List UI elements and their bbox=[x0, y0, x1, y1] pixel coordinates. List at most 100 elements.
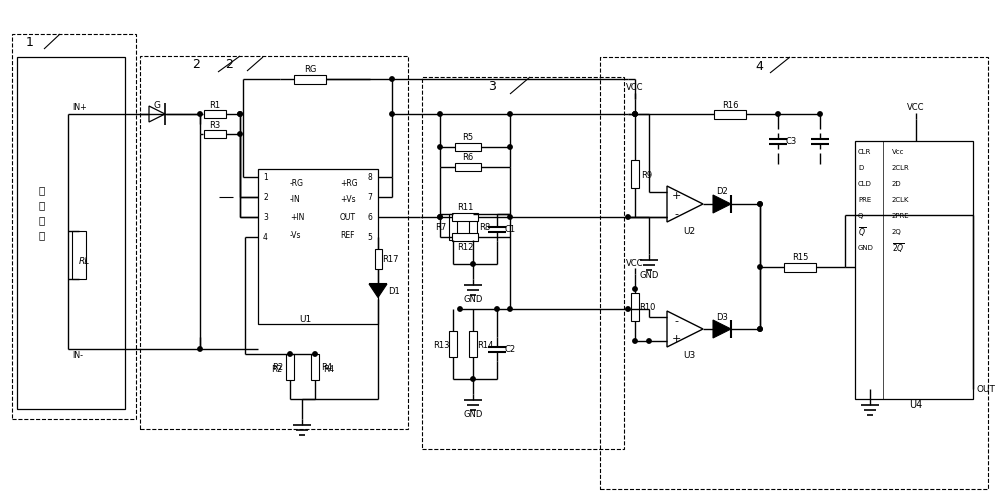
Text: 7: 7 bbox=[367, 193, 372, 202]
Text: CLD: CLD bbox=[858, 181, 872, 187]
Circle shape bbox=[758, 202, 762, 207]
Text: 2Q: 2Q bbox=[892, 228, 902, 234]
Text: +: + bbox=[671, 333, 681, 343]
Text: 感: 感 bbox=[39, 199, 45, 209]
Text: C3: C3 bbox=[785, 137, 797, 146]
Circle shape bbox=[508, 145, 512, 150]
Text: -: - bbox=[674, 208, 678, 218]
Text: IN-: IN- bbox=[72, 350, 83, 359]
Text: R9: R9 bbox=[641, 170, 653, 179]
Text: 路: 路 bbox=[39, 229, 45, 239]
Text: REF: REF bbox=[340, 231, 355, 240]
Text: D1: D1 bbox=[388, 287, 400, 296]
Polygon shape bbox=[713, 195, 731, 213]
Polygon shape bbox=[667, 187, 703, 222]
Text: R8: R8 bbox=[479, 223, 491, 232]
Text: $\overline{Q}$: $\overline{Q}$ bbox=[858, 225, 866, 238]
Circle shape bbox=[818, 113, 822, 117]
Bar bbox=[449, 331, 457, 357]
Text: 2: 2 bbox=[263, 193, 268, 202]
Bar bbox=[600, 58, 988, 489]
Circle shape bbox=[633, 113, 637, 117]
Bar bbox=[311, 354, 319, 380]
Bar bbox=[204, 111, 226, 119]
Bar bbox=[714, 110, 746, 119]
Circle shape bbox=[508, 113, 512, 117]
Bar bbox=[258, 170, 378, 324]
Text: D2: D2 bbox=[716, 187, 728, 196]
Text: GND: GND bbox=[463, 410, 483, 419]
Bar bbox=[422, 78, 624, 449]
Bar bbox=[375, 249, 382, 270]
Text: RG: RG bbox=[304, 65, 316, 74]
Circle shape bbox=[758, 327, 762, 332]
Bar bbox=[631, 294, 639, 321]
Bar bbox=[12, 35, 136, 419]
Text: GND: GND bbox=[858, 244, 874, 250]
Bar bbox=[17, 58, 125, 409]
Circle shape bbox=[438, 215, 442, 220]
Text: R12: R12 bbox=[457, 243, 473, 252]
Text: VCC: VCC bbox=[626, 83, 644, 92]
Text: VCC: VCC bbox=[626, 258, 644, 267]
Circle shape bbox=[471, 263, 475, 267]
Text: 3: 3 bbox=[263, 213, 268, 222]
Text: R1: R1 bbox=[209, 100, 221, 109]
Text: R4: R4 bbox=[323, 365, 334, 374]
Circle shape bbox=[633, 113, 637, 117]
Circle shape bbox=[438, 215, 442, 220]
Text: IN+: IN+ bbox=[72, 103, 87, 112]
Circle shape bbox=[495, 307, 499, 312]
Text: D: D bbox=[858, 165, 863, 171]
Text: R2: R2 bbox=[272, 363, 284, 372]
Circle shape bbox=[238, 113, 242, 117]
Circle shape bbox=[633, 339, 637, 344]
Text: +IN: +IN bbox=[290, 213, 304, 222]
Circle shape bbox=[238, 113, 242, 117]
Circle shape bbox=[508, 307, 512, 312]
Circle shape bbox=[626, 215, 630, 220]
Text: 4: 4 bbox=[755, 60, 763, 72]
Text: R7: R7 bbox=[435, 223, 447, 232]
Circle shape bbox=[438, 113, 442, 117]
Bar bbox=[449, 214, 457, 240]
Text: R13: R13 bbox=[433, 340, 449, 349]
Text: R10: R10 bbox=[639, 303, 655, 312]
Text: 6: 6 bbox=[367, 213, 372, 222]
Bar bbox=[140, 57, 408, 429]
Bar bbox=[855, 142, 973, 399]
Text: 1: 1 bbox=[26, 36, 34, 49]
Circle shape bbox=[438, 145, 442, 150]
Bar bbox=[452, 213, 478, 221]
Bar bbox=[286, 354, 294, 380]
Text: +Vs: +Vs bbox=[340, 195, 356, 204]
Text: U2: U2 bbox=[683, 226, 695, 235]
Text: $\overline{2Q}$: $\overline{2Q}$ bbox=[892, 241, 905, 254]
Circle shape bbox=[758, 265, 762, 270]
Text: 电: 电 bbox=[39, 214, 45, 224]
Text: 2D: 2D bbox=[892, 181, 902, 187]
Text: C2: C2 bbox=[504, 345, 516, 354]
Bar bbox=[455, 164, 481, 172]
Text: R3: R3 bbox=[209, 120, 221, 129]
Circle shape bbox=[471, 377, 475, 381]
Bar bbox=[469, 214, 477, 240]
Text: 电: 电 bbox=[39, 185, 45, 194]
Text: U1: U1 bbox=[299, 315, 311, 324]
Polygon shape bbox=[369, 285, 387, 298]
Circle shape bbox=[288, 352, 292, 357]
Text: 2PRE: 2PRE bbox=[892, 212, 910, 218]
Text: 1: 1 bbox=[263, 173, 268, 182]
Bar bbox=[469, 331, 477, 357]
Text: G: G bbox=[154, 100, 161, 109]
Polygon shape bbox=[713, 320, 731, 338]
Text: U3: U3 bbox=[683, 351, 695, 360]
Text: -IN: -IN bbox=[290, 195, 301, 204]
Text: 2CLR: 2CLR bbox=[892, 165, 910, 171]
Text: -Vs: -Vs bbox=[290, 231, 302, 240]
Text: R15: R15 bbox=[792, 253, 808, 262]
Bar bbox=[452, 233, 478, 241]
Text: R4: R4 bbox=[321, 363, 333, 372]
Text: Vcc: Vcc bbox=[892, 149, 904, 155]
Text: 5: 5 bbox=[367, 233, 372, 242]
